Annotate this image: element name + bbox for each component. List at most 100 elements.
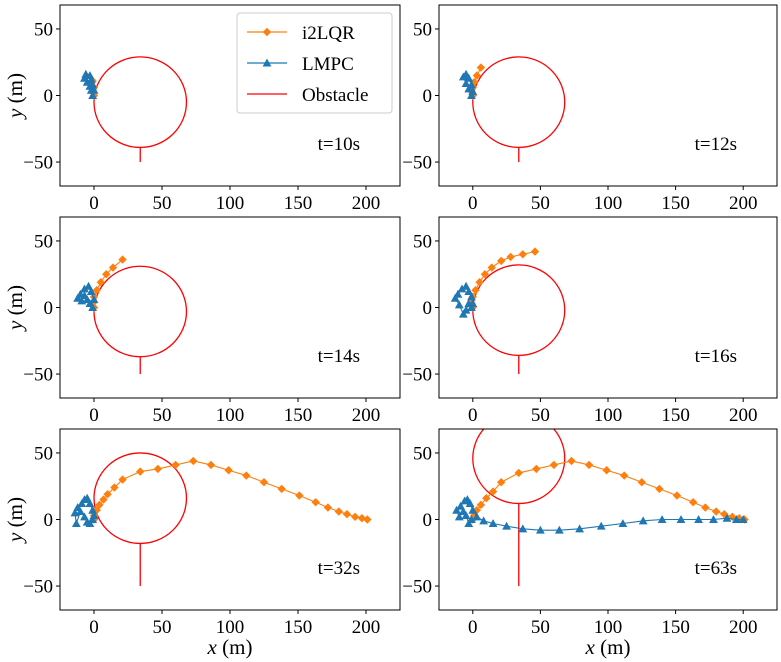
obstacle-circle bbox=[472, 56, 566, 149]
i2lqr-point bbox=[482, 494, 491, 503]
x-tick-label: 0 bbox=[89, 617, 99, 638]
subplot-2: 0 50 100 150 200 −50 0 50 t=12s bbox=[402, 4, 778, 214]
lmpc-point bbox=[467, 91, 476, 100]
i2lqr-point bbox=[530, 247, 540, 256]
y-tick-label: 0 bbox=[44, 298, 54, 319]
i2lqr-point bbox=[476, 63, 486, 72]
i2lqr-point bbox=[488, 487, 498, 496]
x-tick-label: 200 bbox=[729, 617, 758, 638]
lmpc-point bbox=[596, 521, 606, 530]
lmpc-point bbox=[465, 499, 475, 508]
lmpc-point bbox=[464, 84, 474, 93]
lmpc-point bbox=[502, 521, 511, 530]
i2lqr-line bbox=[92, 259, 123, 308]
x-axis-label: x (m) bbox=[585, 635, 631, 659]
lmpc-point bbox=[454, 512, 464, 521]
y-tick-label: 50 bbox=[34, 19, 53, 40]
x-tick-label: 150 bbox=[661, 193, 690, 214]
x-tick-label: 200 bbox=[352, 617, 381, 638]
axes-frame bbox=[59, 428, 401, 611]
i2lqr-point bbox=[103, 490, 112, 499]
lmpc-point bbox=[84, 281, 93, 290]
plot-area bbox=[73, 255, 188, 375]
lmpc-point bbox=[738, 515, 748, 524]
i2lqr-point bbox=[108, 263, 118, 272]
i2lqr-point bbox=[224, 466, 233, 475]
lmpc-point bbox=[76, 289, 85, 298]
legend-label: i2LQR bbox=[302, 23, 355, 44]
lmpc-point bbox=[73, 503, 83, 512]
x-tick-label: 0 bbox=[468, 405, 478, 426]
lmpc-point bbox=[467, 303, 476, 312]
i2lqr-point bbox=[475, 278, 484, 287]
i2lqr-point bbox=[323, 503, 333, 512]
lmpc-point bbox=[464, 73, 474, 82]
lmpc-point bbox=[70, 508, 80, 517]
i2lqr-point bbox=[102, 270, 111, 279]
i2lqr-point bbox=[637, 478, 646, 487]
time-label: t=10s bbox=[318, 134, 360, 155]
i2lqr-point bbox=[334, 507, 343, 516]
lmpc-point bbox=[89, 511, 99, 520]
y-tick-label: −50 bbox=[23, 577, 53, 598]
i2lqr-point bbox=[496, 256, 506, 266]
i2lqr-point bbox=[242, 471, 251, 480]
i2lqr-point bbox=[118, 255, 127, 264]
time-label: t=32s bbox=[318, 558, 360, 579]
i2lqr-point bbox=[95, 500, 104, 510]
i2lqr-point bbox=[277, 484, 286, 494]
i2lqr-point bbox=[720, 509, 729, 519]
lmpc-point bbox=[82, 517, 92, 526]
i2lqr-point bbox=[532, 464, 541, 474]
lmpc-point bbox=[73, 293, 83, 302]
legend-item-i2lqr: i2LQR bbox=[247, 23, 355, 44]
i2lqr-point bbox=[567, 456, 576, 466]
axes-frame bbox=[438, 4, 778, 187]
x-tick-label: 50 bbox=[153, 193, 172, 214]
i2lqr-point bbox=[734, 513, 744, 523]
y-tick-label: −50 bbox=[23, 365, 53, 386]
plot-area bbox=[450, 247, 566, 375]
i2lqr-point bbox=[99, 495, 108, 504]
lmpc-point bbox=[85, 499, 95, 508]
i2lqr-point bbox=[189, 456, 198, 466]
lmpc-point bbox=[88, 91, 98, 100]
i2lqr-point bbox=[711, 507, 721, 516]
lmpc-point bbox=[518, 524, 528, 533]
i2lqr-point bbox=[363, 515, 372, 524]
i2lqr-point bbox=[480, 270, 490, 279]
lmpc-point bbox=[657, 515, 667, 524]
lmpc-point bbox=[71, 519, 81, 528]
lmpc-point bbox=[458, 309, 468, 318]
lmpc-point bbox=[676, 515, 686, 524]
legend-marker bbox=[262, 58, 272, 67]
obstacle-circle bbox=[93, 265, 188, 358]
lmpc-point bbox=[618, 519, 628, 528]
lmpc-point bbox=[89, 85, 99, 94]
i2lqr-point bbox=[471, 285, 480, 295]
plot-area bbox=[458, 56, 566, 163]
time-label: t=16s bbox=[695, 346, 737, 367]
legend-label: LMPC bbox=[302, 54, 354, 75]
lmpc-point bbox=[468, 299, 478, 308]
time-label: t=63s bbox=[695, 558, 737, 579]
i2lqr-point bbox=[620, 471, 629, 480]
i2lqr-point bbox=[295, 491, 304, 500]
lmpc-point bbox=[464, 519, 474, 528]
x-tick-label: 150 bbox=[284, 617, 313, 638]
lmpc-point bbox=[82, 493, 92, 502]
lmpc-point bbox=[453, 289, 463, 298]
i2lqr-point bbox=[259, 478, 269, 487]
x-tick-label: 200 bbox=[352, 193, 381, 214]
lmpc-point bbox=[458, 507, 468, 516]
y-tick-label: 50 bbox=[413, 443, 432, 464]
lmpc-point bbox=[638, 516, 648, 525]
x-tick-label: 50 bbox=[531, 405, 550, 426]
lmpc-point bbox=[554, 525, 564, 534]
x-tick-label: 150 bbox=[661, 617, 690, 638]
lmpc-point bbox=[461, 79, 471, 88]
y-tick-label: −50 bbox=[402, 577, 432, 598]
lmpc-point bbox=[77, 296, 87, 305]
i2lqr-point bbox=[153, 464, 163, 474]
